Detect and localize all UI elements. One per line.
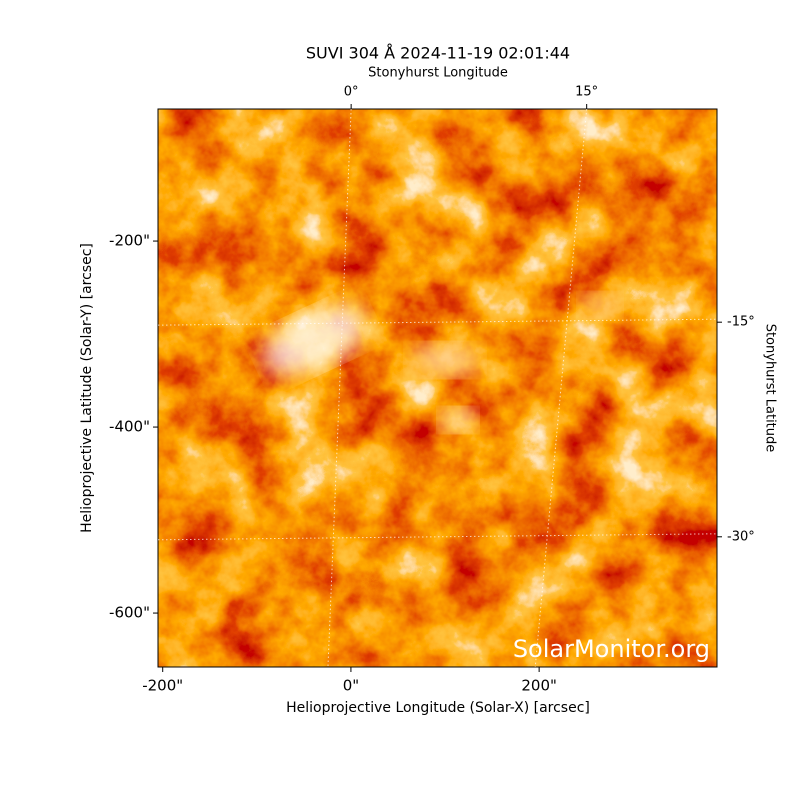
latitude-grid-line: [157, 533, 718, 541]
x-tick-label: 0": [343, 677, 359, 695]
watermark: SolarMonitor.org: [513, 635, 710, 663]
y-tick-label: -200": [109, 232, 150, 250]
y2-tick-label: -15°: [727, 315, 755, 330]
longitude-grid-line: [327, 108, 352, 668]
plot-frame: [157, 108, 718, 668]
x2-tick-label: 15°: [575, 85, 598, 100]
y-axis-label: Helioprojective Latitude (Solar-Y) [arcs…: [79, 243, 95, 533]
x2-axis-label: Stonyhurst Longitude: [368, 66, 508, 81]
y-tick-label: -400": [109, 418, 150, 436]
x-tick-label: -200": [142, 677, 183, 695]
y-tick-label: -600": [109, 604, 150, 622]
chart-title: SUVI 304 Å 2024-11-19 02:01:44: [306, 44, 570, 63]
longitude-grid-line: [534, 108, 588, 668]
x2-tick-label: 0°: [344, 85, 359, 100]
solar-image: [158, 109, 717, 667]
x-tick-label: 200": [521, 677, 557, 695]
latitude-grid-line: [157, 318, 718, 326]
y2-tick-label: -30°: [727, 529, 755, 544]
y2-axis-label: Stonyhurst Latitude: [763, 324, 778, 453]
x-axis-label: Helioprojective Longitude (Solar-X) [arc…: [286, 700, 590, 716]
